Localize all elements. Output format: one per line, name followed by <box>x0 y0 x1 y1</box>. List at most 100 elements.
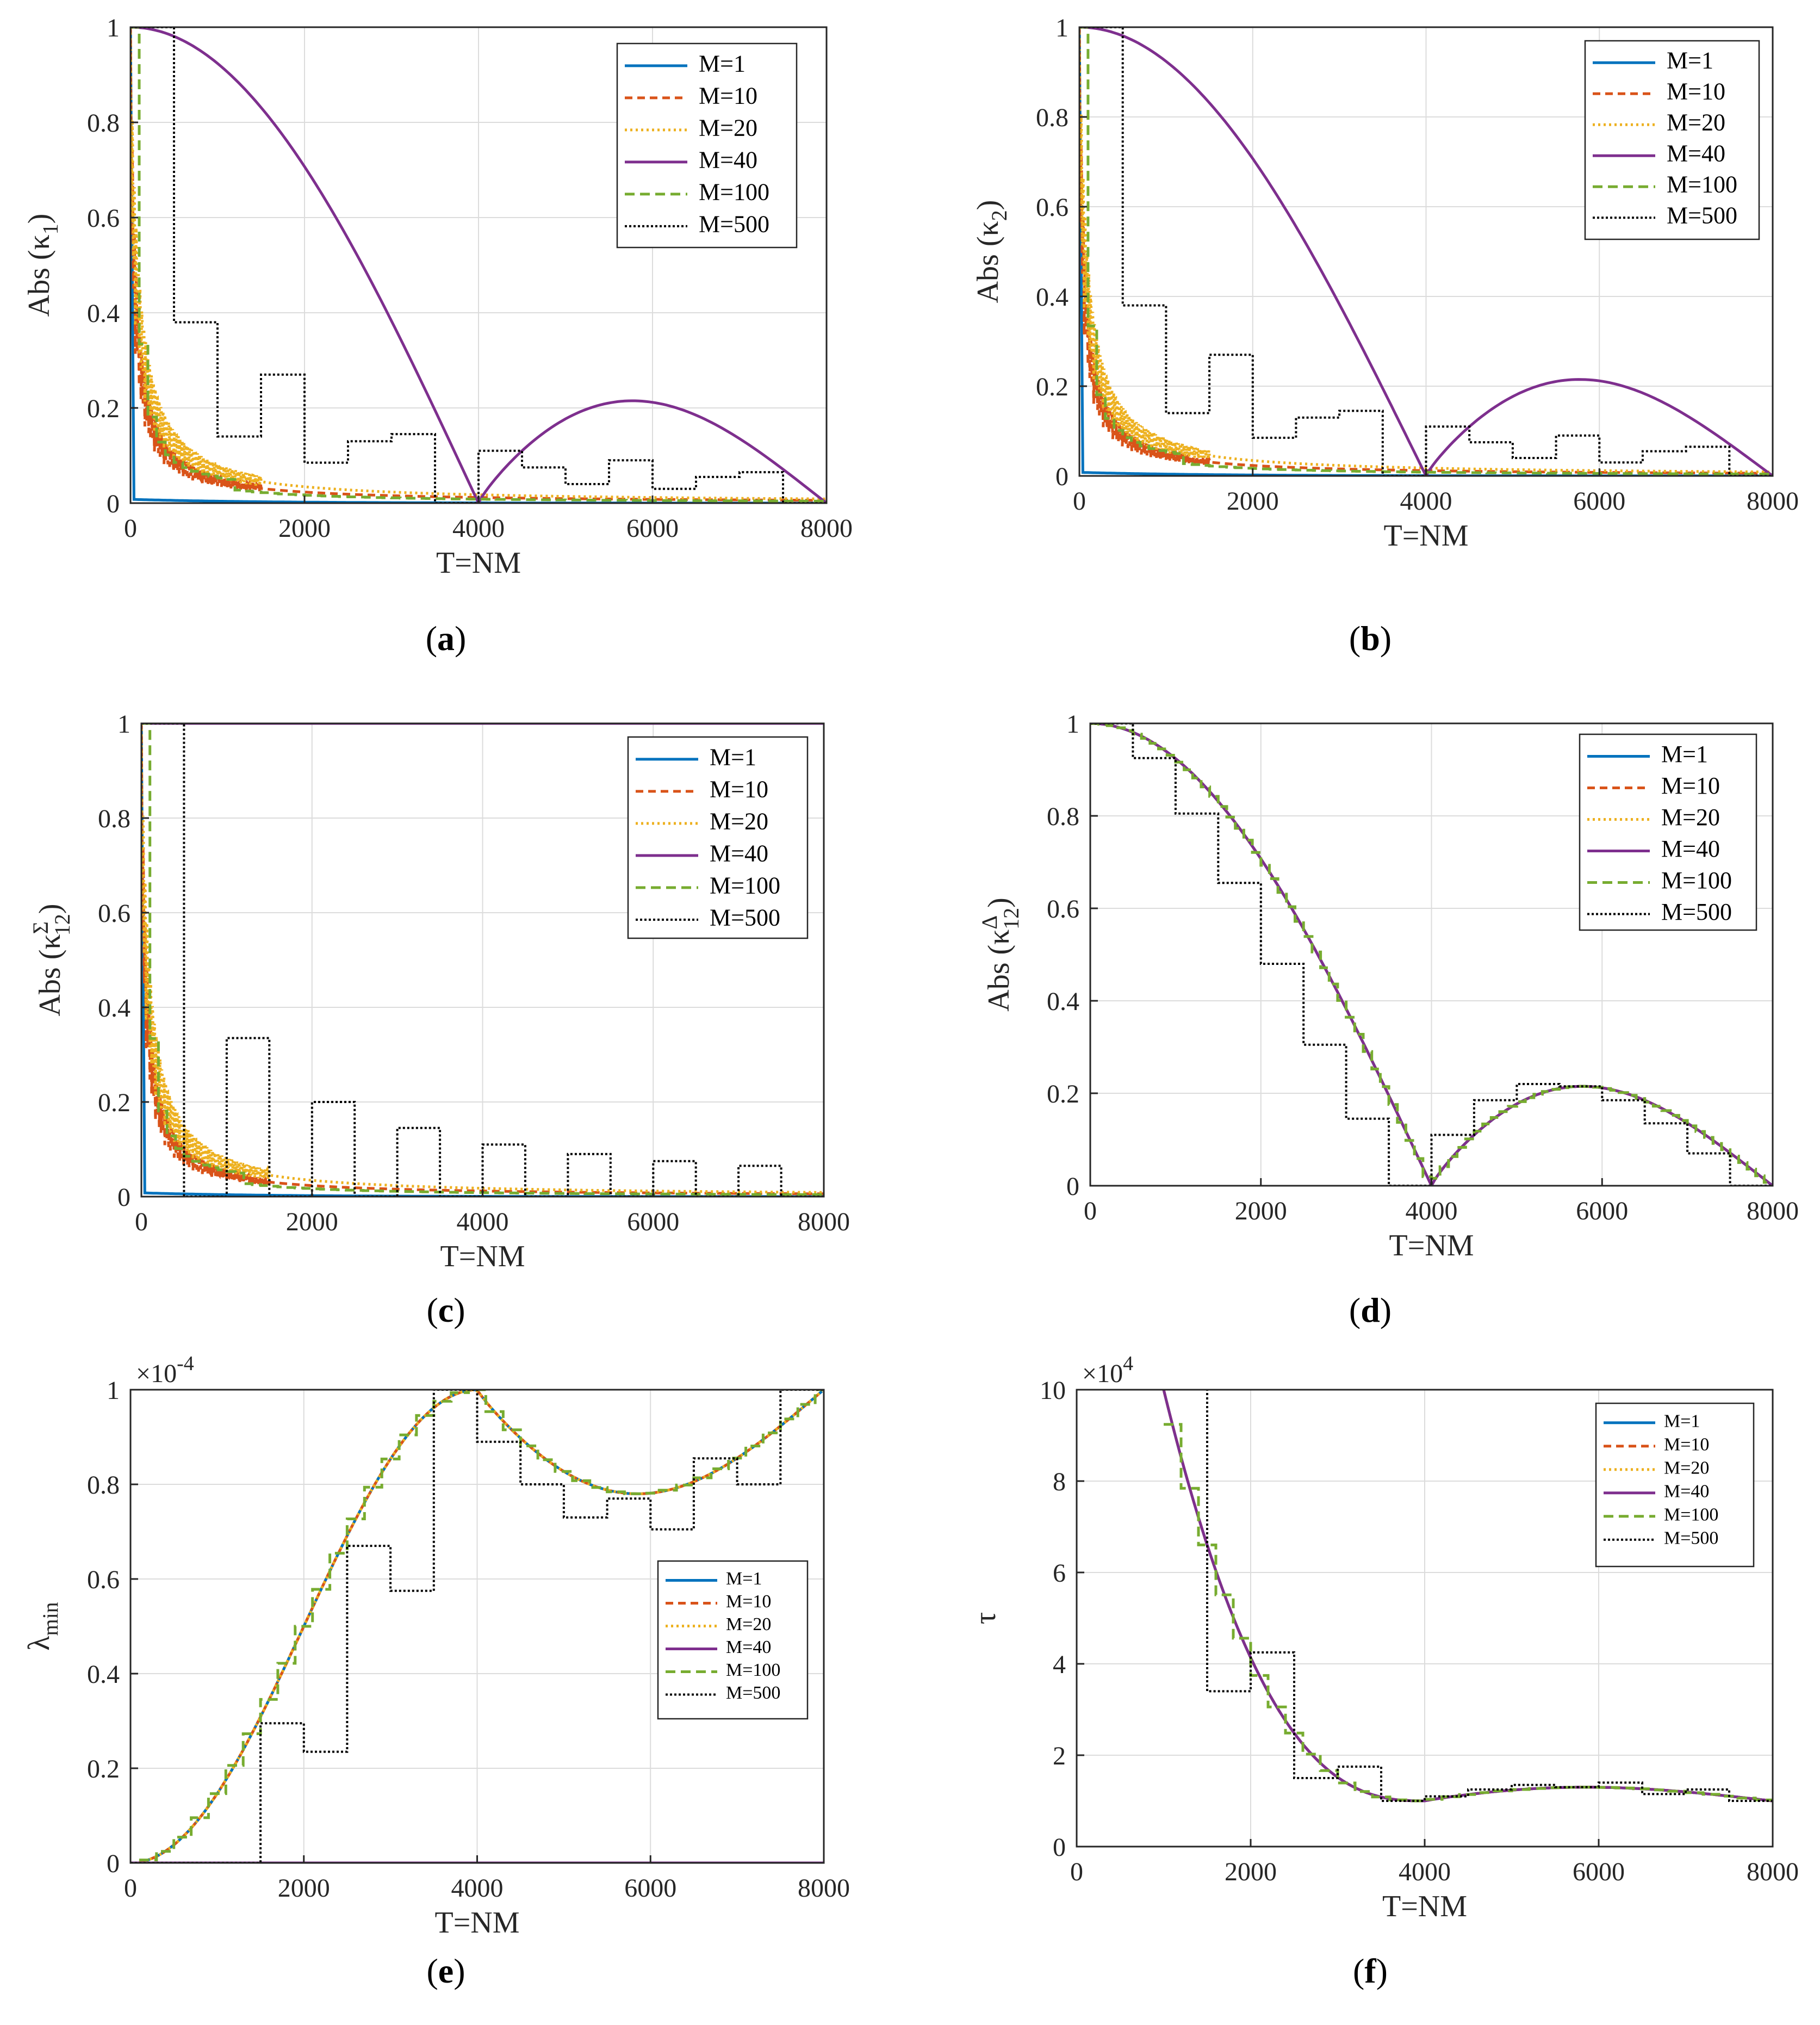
legend-box <box>657 1560 809 1720</box>
x-tick-label: 8000 <box>800 514 853 543</box>
axis-exponent: ×104 <box>1082 1352 1133 1388</box>
legend-label: M=100 <box>1661 867 1732 894</box>
legend-label: M=1 <box>726 1569 762 1589</box>
y-tick-label: 0.8 <box>98 804 131 833</box>
legend-label: M=500 <box>1661 899 1732 925</box>
x-axis-label: T=NM <box>1383 519 1468 553</box>
y-tick-label: 0.4 <box>87 299 120 328</box>
x-tick-label: 4000 <box>1406 1197 1458 1225</box>
y-tick-label: 1 <box>1066 710 1079 739</box>
x-tick-label: 2000 <box>278 514 331 543</box>
legend-label: M=500 <box>1664 1528 1718 1549</box>
y-tick-label: 0.4 <box>1047 987 1079 1016</box>
x-tick-label: 0 <box>1084 1197 1097 1225</box>
panel-e: 0 2000 4000 6000 8000 0 0.2 0.4 0.6 0.8 1 ×10-4 T=NM… <box>22 1352 850 1990</box>
x-tick-label: 6000 <box>626 514 679 543</box>
x-tick-label: 6000 <box>1573 1857 1625 1886</box>
y-tick-label: 0 <box>1055 462 1069 491</box>
legend-label: M=500 <box>1667 202 1737 229</box>
legend-label: M=20 <box>1664 1458 1709 1478</box>
legend-label: M=10 <box>726 1591 771 1612</box>
series-line-M=500 <box>131 27 827 503</box>
series-group <box>1162 1390 1773 1803</box>
x-tick-label: 0 <box>1073 487 1086 516</box>
y-tick-label: 1 <box>107 14 120 42</box>
y-tick-label: 0.8 <box>1047 802 1079 831</box>
legend: M=1 M=10 M=20 M=40 M=100 M=500 <box>1579 733 1757 931</box>
y-tick-label: 0 <box>107 490 120 518</box>
x-tick-label: 8000 <box>798 1874 850 1903</box>
series-line-M=100 <box>1079 27 1773 476</box>
x-tick-label: 4000 <box>452 514 505 543</box>
panel-a: 0 2000 4000 6000 8000 0 0.2 0.4 0.6 0.8 1 T=NM Abs (… <box>22 14 853 658</box>
legend-label: M=10 <box>1664 1435 1709 1455</box>
legend-label: M=20 <box>1667 109 1725 136</box>
x-axis-label: T=NM <box>1382 1890 1467 1923</box>
x-tick-label: 4000 <box>457 1207 509 1236</box>
x-tick-label: 4000 <box>1400 487 1452 516</box>
legend-label: M=1 <box>1667 47 1713 74</box>
legend-label: M=100 <box>710 872 780 899</box>
y-axis-label: Abs (κ2) <box>971 200 1011 304</box>
y-tick-label: 0.4 <box>87 1660 120 1689</box>
y-tick-label: 0 <box>1053 1833 1066 1862</box>
legend-label: M=500 <box>699 211 769 238</box>
y-tick-label: 0.2 <box>1047 1080 1079 1109</box>
x-tick-label: 2000 <box>1235 1197 1287 1225</box>
x-tick-label: 6000 <box>624 1874 676 1903</box>
legend-label: M=20 <box>710 808 768 835</box>
y-tick-label: 2 <box>1053 1742 1066 1770</box>
series-line-M=500 <box>1090 723 1773 1186</box>
panel-caption: (d) <box>1349 1291 1392 1329</box>
legend-label: M=100 <box>726 1660 780 1680</box>
series-line-M=40 <box>1079 27 1773 476</box>
legend-box <box>627 736 809 939</box>
series-line-M=100 <box>139 1390 824 1862</box>
y-axis-label: Abs (κΣ12) <box>28 903 74 1016</box>
x-axis-label: T=NM <box>436 546 521 580</box>
panel-d: 0 2000 4000 6000 8000 0 0.2 0.4 0.6 0.8 1 T=NM Abs (… <box>977 710 1799 1329</box>
legend-label: M=1 <box>710 744 756 771</box>
legend: M=1 M=10 M=20 M=40 M=100 M=500 <box>616 42 798 249</box>
y-tick-label: 10 <box>1040 1376 1066 1405</box>
legend: M=1 M=10 M=20 M=40 M=100 M=500 <box>1595 1402 1755 1568</box>
panel-c: 0 2000 4000 6000 8000 0 0.2 0.4 0.6 0.8 1 T=NM Abs (… <box>28 710 850 1329</box>
legend-label: M=40 <box>726 1637 771 1657</box>
legend-label: M=40 <box>699 147 757 174</box>
legend-label: M=100 <box>1667 171 1737 198</box>
y-tick-label: 0.2 <box>98 1088 131 1117</box>
series-line-M=500 <box>141 723 824 1197</box>
series-line-M=20 <box>1079 27 1773 474</box>
series-line-M=20 <box>141 723 824 1194</box>
legend-label: M=10 <box>710 776 768 803</box>
legend-label: M=1 <box>1664 1411 1700 1432</box>
legend-label: M=10 <box>699 83 757 109</box>
x-axis-label: T=NM <box>1389 1229 1474 1262</box>
x-tick-label: 0 <box>1070 1857 1083 1886</box>
panel-caption: (f) <box>1353 1952 1388 1990</box>
series-line-M=10 <box>131 27 827 502</box>
y-axis-label: Abs (κΔ12) <box>977 897 1023 1012</box>
legend: M=1 M=10 M=20 M=40 M=100 M=500 <box>1584 40 1760 240</box>
series-line-M=10 <box>141 723 824 1196</box>
y-axis-label: τ <box>968 1612 1002 1625</box>
x-tick-label: 2000 <box>1227 487 1279 516</box>
x-tick-label: 0 <box>124 514 137 543</box>
legend-label: M=10 <box>1667 78 1725 105</box>
y-tick-label: 1 <box>1055 14 1069 42</box>
y-tick-label: 0 <box>107 1849 120 1878</box>
panel-caption: (e) <box>426 1952 465 1990</box>
y-tick-label: 0.4 <box>1036 283 1069 312</box>
y-tick-label: 0.6 <box>87 204 120 233</box>
legend-label: M=1 <box>1661 741 1708 767</box>
y-tick-label: 6 <box>1053 1559 1066 1588</box>
legend-label: M=20 <box>699 115 757 141</box>
x-tick-label: 0 <box>124 1874 137 1903</box>
x-tick-label: 4000 <box>451 1874 504 1903</box>
y-axis-label: Abs (κ1) <box>22 214 63 317</box>
y-tick-label: 1 <box>117 710 131 739</box>
legend-label: M=40 <box>1661 835 1720 862</box>
series-line-M=100 <box>141 723 824 1196</box>
y-tick-label: 4 <box>1053 1650 1066 1679</box>
